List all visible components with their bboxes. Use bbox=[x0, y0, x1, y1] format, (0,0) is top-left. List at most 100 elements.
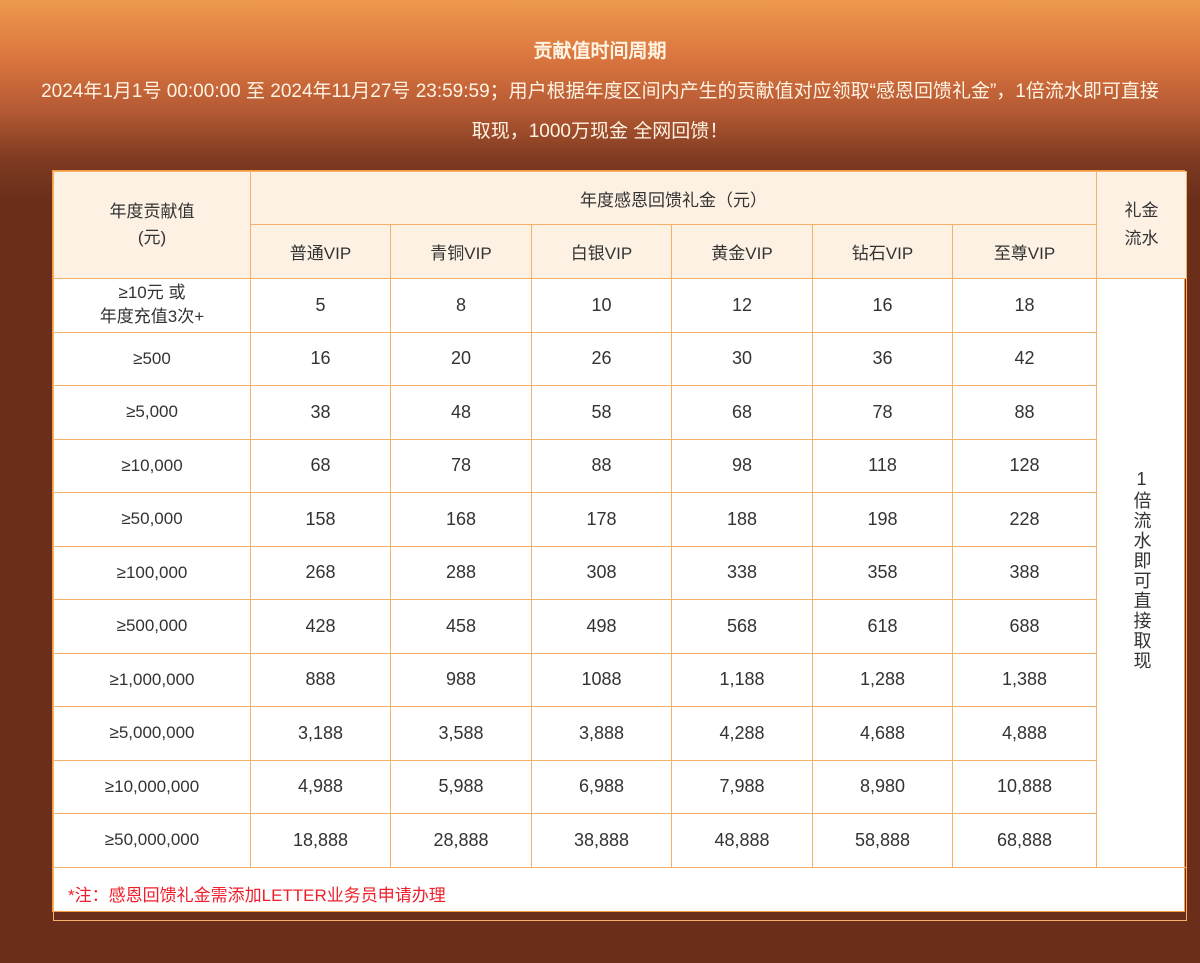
reward-amount: 618 bbox=[812, 599, 953, 654]
contribution-threshold: ≥10,000 bbox=[53, 438, 251, 493]
reward-amount: 3,188 bbox=[250, 706, 391, 761]
reward-amount: 5 bbox=[250, 278, 391, 333]
reward-amount: 58,888 bbox=[812, 813, 953, 868]
reward-amount: 6,988 bbox=[531, 759, 672, 814]
page-title: 贡献值时间周期 bbox=[533, 41, 667, 62]
reward-amount: 20 bbox=[390, 331, 532, 386]
reward-amount: 4,688 bbox=[812, 706, 953, 761]
reward-amount: 158 bbox=[250, 492, 391, 547]
reward-amount: 168 bbox=[390, 492, 532, 547]
reward-amount: 38,888 bbox=[531, 813, 672, 868]
reward-amount: 48,888 bbox=[671, 813, 813, 868]
table-row: ≥50,000,000 18,888 28,888 38,888 48,888 58,88… bbox=[53, 813, 1187, 868]
reward-amount: 4,988 bbox=[250, 759, 391, 814]
reward-amount: 288 bbox=[390, 545, 532, 600]
header-tier: 钻石VIP bbox=[812, 224, 953, 279]
header-tier: 白银VIP bbox=[531, 224, 672, 279]
reward-amount: 1,288 bbox=[812, 652, 953, 707]
reward-amount: 68 bbox=[671, 385, 813, 440]
table-row: ≥500,000 428 458 498 568 618 688 bbox=[53, 599, 1187, 654]
reward-amount: 16 bbox=[250, 331, 391, 386]
table-row: ≥5,000,000 3,188 3,588 3,888 4,288 4,688 4,888 bbox=[53, 706, 1187, 761]
reward-amount: 988 bbox=[390, 652, 532, 707]
header-tier: 黄金VIP bbox=[671, 224, 813, 279]
reward-amount: 36 bbox=[812, 331, 953, 386]
reward-amount: 8 bbox=[390, 278, 532, 333]
reward-amount: 4,888 bbox=[951, 706, 1098, 761]
contribution-threshold: ≥10元 或 年度充值3次+ bbox=[53, 278, 251, 333]
reward-amount: 5,988 bbox=[390, 759, 532, 814]
reward-amount: 568 bbox=[671, 599, 813, 654]
reward-amount: 12 bbox=[671, 278, 813, 333]
contribution-threshold: ≥10,000,000 bbox=[53, 759, 251, 814]
reward-amount: 198 bbox=[812, 492, 953, 547]
reward-amount: 888 bbox=[250, 652, 391, 707]
reward-amount: 498 bbox=[531, 599, 672, 654]
reward-amount: 78 bbox=[390, 438, 532, 493]
contribution-threshold: ≥50,000 bbox=[53, 492, 251, 547]
reward-amount: 38 bbox=[250, 385, 391, 440]
reward-amount: 68,888 bbox=[951, 813, 1098, 868]
reward-amount: 128 bbox=[951, 438, 1098, 493]
header-tier: 至尊VIP bbox=[951, 224, 1098, 279]
table-row: ≥1,000,000 888 988 1088 1,188 1,288 1,388 bbox=[53, 652, 1187, 707]
reward-amount: 338 bbox=[671, 545, 813, 600]
reward-amount: 118 bbox=[812, 438, 953, 493]
reward-amount: 228 bbox=[951, 492, 1098, 547]
header-tier: 普通VIP bbox=[250, 224, 391, 279]
reward-amount: 88 bbox=[531, 438, 672, 493]
reward-amount: 3,588 bbox=[390, 706, 532, 761]
turnover-text: 1倍流水即可直接取现 bbox=[1131, 469, 1152, 672]
reward-amount: 1088 bbox=[531, 652, 672, 707]
reward-amount: 16 bbox=[812, 278, 953, 333]
reward-amount: 10 bbox=[531, 278, 672, 333]
table-row: ≥100,000 268 288 308 338 358 388 bbox=[53, 545, 1187, 600]
reward-amount: 28,888 bbox=[390, 813, 532, 868]
contribution-threshold: ≥5,000 bbox=[53, 385, 251, 440]
reward-amount: 4,288 bbox=[671, 706, 813, 761]
reward-amount: 7,988 bbox=[671, 759, 813, 814]
reward-amount: 688 bbox=[951, 599, 1098, 654]
table-row: ≥10,000,000 4,988 5,988 6,988 7,988 8,980 10,8… bbox=[53, 759, 1187, 814]
header-reward-group: 年度感恩回馈礼金（元） bbox=[249, 171, 1098, 225]
reward-table: 年度贡献值 (元) 年度感恩回馈礼金（元） 礼金流水 普通VIP 青铜VIP 白银V… bbox=[52, 171, 1188, 921]
reward-amount: 1,388 bbox=[951, 652, 1098, 707]
contribution-threshold: ≥50,000,000 bbox=[53, 813, 251, 868]
table-row: ≥10元 或 年度充值3次+ 5 8 10 12 16 18 1倍流水即可直接取现 bbox=[53, 278, 1188, 868]
reward-amount: 88 bbox=[951, 385, 1098, 440]
reward-table-container: 年度贡献值 (元) 年度感恩回馈礼金（元） 礼金流水 普通VIP 青铜VIP 白银V… bbox=[52, 170, 1188, 921]
table-row: ≥50,000 158 168 178 188 198 228 bbox=[53, 492, 1187, 547]
reward-amount: 10,888 bbox=[951, 759, 1098, 814]
reward-amount: 42 bbox=[951, 331, 1098, 386]
reward-amount: 18,888 bbox=[250, 813, 391, 868]
header-contribution: 年度贡献值 (元) bbox=[53, 171, 251, 279]
reward-amount: 388 bbox=[951, 545, 1098, 600]
header-turnover: 礼金流水 bbox=[1096, 171, 1188, 279]
table-row: ≥5,000 38 48 58 68 78 88 bbox=[53, 385, 1187, 440]
reward-amount: 18 bbox=[951, 278, 1098, 333]
reward-amount: 188 bbox=[671, 492, 813, 547]
reward-amount: 48 bbox=[390, 385, 532, 440]
table-row: ≥500 16 20 26 30 36 42 bbox=[53, 331, 1187, 386]
table-row: ≥10,000 68 78 88 98 118 128 bbox=[53, 438, 1187, 493]
reward-amount: 308 bbox=[531, 545, 672, 600]
reward-amount: 358 bbox=[812, 545, 953, 600]
contribution-threshold: ≥1,000,000 bbox=[53, 652, 251, 707]
header-tier: 青铜VIP bbox=[390, 224, 532, 279]
period-description: 2024年1月1号 00:00:00 至 2024年11月27号 23:59:5… bbox=[41, 81, 1159, 142]
reward-amount: 3,888 bbox=[531, 706, 672, 761]
reward-amount: 268 bbox=[250, 545, 391, 600]
contribution-threshold: ≥100,000 bbox=[53, 545, 251, 600]
contribution-threshold: ≥500 bbox=[53, 331, 251, 386]
reward-amount: 78 bbox=[812, 385, 953, 440]
reward-amount: 58 bbox=[531, 385, 672, 440]
reward-amount: 1,188 bbox=[671, 652, 813, 707]
reward-amount: 178 bbox=[531, 492, 672, 547]
reward-amount: 8,980 bbox=[812, 759, 953, 814]
reward-amount: 26 bbox=[531, 331, 672, 386]
reward-amount: 68 bbox=[250, 438, 391, 493]
reward-amount: 428 bbox=[250, 599, 391, 654]
contribution-threshold: ≥5,000,000 bbox=[53, 706, 251, 761]
reward-amount: 30 bbox=[671, 331, 813, 386]
contribution-threshold: ≥500,000 bbox=[53, 599, 251, 654]
